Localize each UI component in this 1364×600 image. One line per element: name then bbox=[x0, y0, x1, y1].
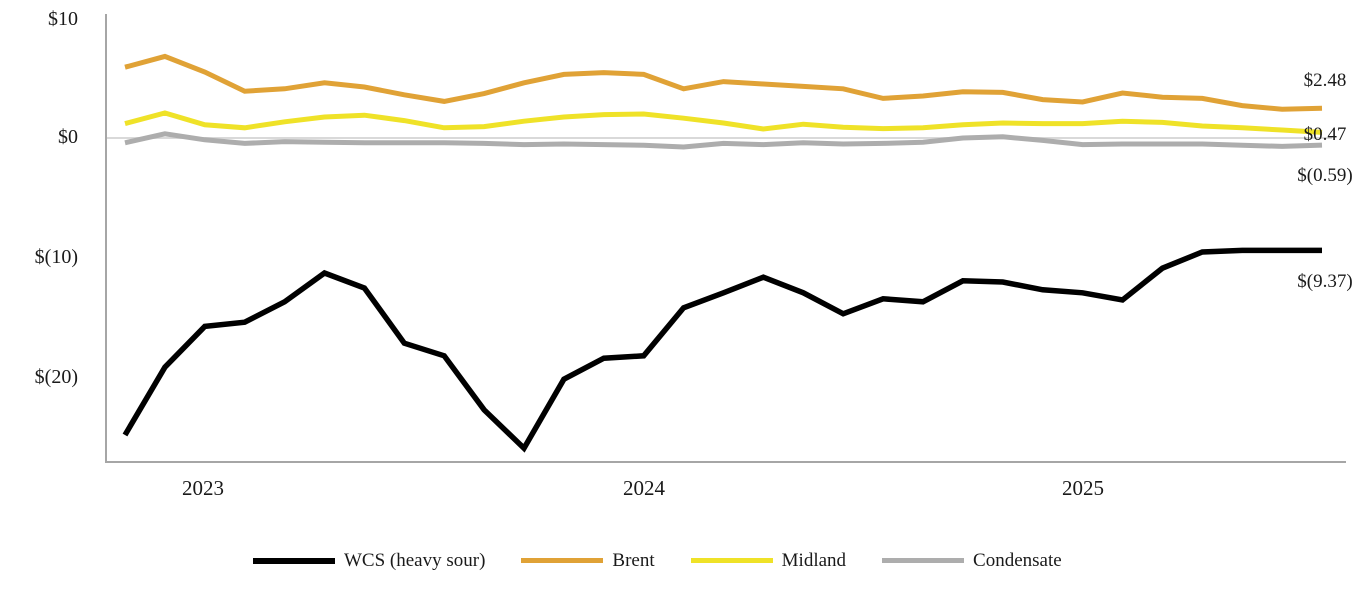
wcs-line bbox=[122, 247, 1322, 453]
end-label-midland: $0.47 bbox=[1303, 124, 1347, 145]
legend-item-wcs: WCS (heavy sour) bbox=[253, 549, 485, 572]
legend-label-condensate: Condensate bbox=[973, 550, 1062, 571]
x-tick-label-2024: 2024 bbox=[623, 476, 665, 500]
midland-line bbox=[124, 110, 1323, 135]
y-tick-label-neg10: $(10) bbox=[34, 246, 78, 268]
legend-label-brent: Brent bbox=[612, 550, 655, 571]
end-label-wcs: $(9.37) bbox=[1297, 271, 1353, 292]
x-tick-label-2025: 2025 bbox=[1062, 476, 1104, 500]
chart-legend: WCS (heavy sour) Brent Midland Condensat… bbox=[253, 549, 1062, 572]
brent-line-swatch-icon bbox=[521, 558, 604, 563]
condensate-line bbox=[124, 131, 1323, 150]
x-tick-label-2023: 2023 bbox=[182, 476, 224, 500]
brent-line bbox=[124, 53, 1323, 112]
y-tick-label-0: $0 bbox=[58, 126, 78, 148]
y-tick-label-neg20: $(20) bbox=[34, 366, 78, 388]
condensate-line-swatch-icon bbox=[882, 558, 965, 563]
legend-item-midland: Midland bbox=[690, 549, 847, 572]
series-lines-group bbox=[122, 53, 1323, 453]
end-label-brent: $2.48 bbox=[1303, 70, 1347, 91]
y-tick-label-10: $10 bbox=[48, 8, 78, 30]
legend-label-wcs: WCS (heavy sour) bbox=[344, 550, 486, 571]
legend-label-midland: Midland bbox=[781, 550, 847, 571]
end-label-condensate: $(0.59) bbox=[1297, 165, 1353, 186]
legend-item-condensate: Condensate bbox=[882, 549, 1062, 572]
wcs-line-swatch-icon bbox=[253, 557, 335, 564]
legend-item-brent: Brent bbox=[521, 549, 655, 572]
midland-line-swatch-icon bbox=[690, 558, 773, 563]
